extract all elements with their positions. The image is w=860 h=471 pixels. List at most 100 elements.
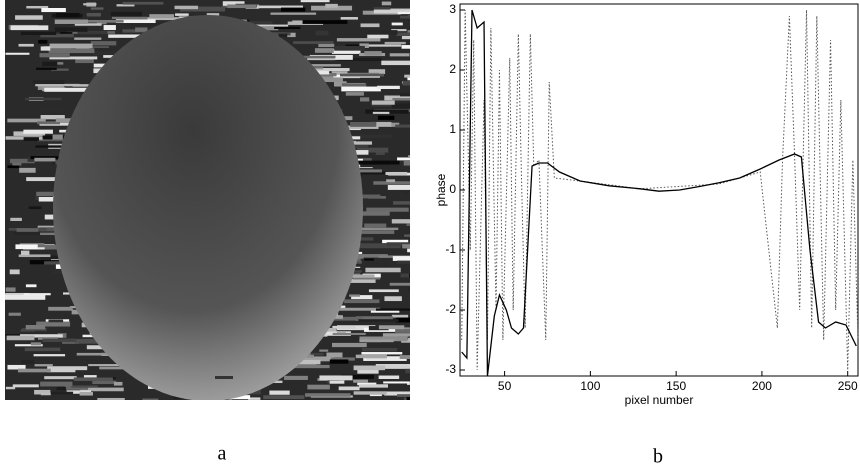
- noise-stripe: [179, 6, 226, 12]
- noise-stripe: [336, 38, 381, 42]
- noise-stripe: [367, 34, 389, 39]
- noise-stripe: [10, 217, 22, 222]
- noise-stripe: [287, 364, 330, 369]
- noise-stripe: [347, 263, 389, 267]
- noise-stripe: [149, 14, 174, 18]
- noise-stripe: [92, 380, 117, 385]
- plot: -3 -2 -1 0 1 2 3 50 100 150 200 250 pixel number phas…: [434, 2, 859, 407]
- noise-stripe: [18, 254, 51, 258]
- noise-stripe: [256, 24, 289, 27]
- noise-stripe: [18, 43, 34, 47]
- data-line: [461, 9, 857, 377]
- noise-stripe: [175, 13, 189, 16]
- noise-stripe: [368, 326, 389, 331]
- noise-stripe: [174, 5, 199, 10]
- noise-stripe: [397, 394, 410, 397]
- noise-stripe: [381, 60, 410, 66]
- y-tick-label: 3: [449, 2, 456, 16]
- noise-stripe: [14, 344, 43, 347]
- noise-stripe: [122, 29, 146, 33]
- noise-stripe: [391, 219, 410, 224]
- noise-stripe: [88, 364, 136, 367]
- noise-stripe: [19, 334, 63, 338]
- x-tick-label: 200: [752, 379, 772, 393]
- noise-stripe: [110, 11, 142, 17]
- noise-stripe: [364, 258, 375, 261]
- noise-stripe: [345, 150, 369, 155]
- noise-stripe: [315, 30, 329, 36]
- noise-stripe: [17, 368, 51, 373]
- noise-stripe: [332, 332, 366, 335]
- noise-stripe: [222, 1, 245, 7]
- noise-stripe: [348, 211, 390, 216]
- noise-stripe: [386, 242, 410, 246]
- panel-label: a: [218, 443, 227, 465]
- noise-stripe: [23, 129, 53, 134]
- noise-stripe: [334, 45, 365, 51]
- noise-stripe: [38, 39, 48, 44]
- data-line: [461, 9, 859, 371]
- noise-stripe: [347, 270, 362, 273]
- y-tick-label: 0: [449, 182, 456, 196]
- noise-stripe: [33, 354, 66, 357]
- noise-stripe: [302, 68, 350, 72]
- noise-stripe: [358, 319, 399, 322]
- noise-stripe: [307, 77, 343, 83]
- noise-stripe: [36, 321, 71, 327]
- y-tick-label: -2: [445, 302, 456, 316]
- noise-stripe: [396, 32, 410, 36]
- noise-stripe: [358, 384, 389, 388]
- artifact: [215, 376, 233, 379]
- noise-stripe: [9, 158, 35, 164]
- y-tick-label: 2: [449, 62, 456, 76]
- x-tick-label: 50: [498, 379, 512, 393]
- noise-stripe: [15, 244, 38, 250]
- noise-stripe: [5, 292, 30, 296]
- noise-stripe: [373, 7, 391, 10]
- noise-stripe: [48, 48, 95, 54]
- noise-stripe: [329, 380, 345, 384]
- noise-stripe: [350, 121, 377, 127]
- noise-stripe: [349, 141, 373, 145]
- noise-stripe: [399, 355, 410, 359]
- noise-stripe: [49, 43, 93, 49]
- noise-stripe: [35, 83, 80, 87]
- noise-stripe: [7, 165, 20, 169]
- noise-stripe: [255, 26, 279, 31]
- noise-stripe: [227, 4, 257, 9]
- noise-stripe: [255, 5, 303, 9]
- noise-stripe: [70, 385, 98, 388]
- noise-stripe: [355, 316, 393, 321]
- noise-stripe: [293, 41, 334, 44]
- noise-stripe: [297, 64, 341, 67]
- noise-stripe: [116, 4, 135, 7]
- noise-stripe: [362, 348, 398, 352]
- noise-stripe: [373, 181, 410, 185]
- noise-stripe: [375, 152, 385, 155]
- noise-stripe: [403, 190, 410, 194]
- noise-stripe: [407, 381, 410, 385]
- noise-stripe: [407, 155, 410, 158]
- noise-stripe: [56, 386, 67, 391]
- noise-stripe: [353, 365, 386, 371]
- noise-stripe: [341, 83, 367, 88]
- noise-stripe: [49, 56, 98, 60]
- noise-stripe: [352, 277, 381, 280]
- noise-stripe: [387, 184, 410, 190]
- noise-stripe: [115, 19, 156, 24]
- noise-stripe: [86, 345, 112, 350]
- noise-stripe: [386, 179, 396, 183]
- noise-stripe: [384, 391, 410, 396]
- noise-stripe: [391, 103, 410, 109]
- y-axis-label: phase: [434, 173, 448, 206]
- noise-stripe: [36, 109, 71, 113]
- noise-stripe: [359, 43, 369, 49]
- panel-label: b: [653, 446, 663, 468]
- noise-stripe: [404, 234, 410, 237]
- noise-stripe: [233, 20, 273, 26]
- noise-stripe: [319, 375, 353, 381]
- noise-stripe: [407, 248, 410, 253]
- noise-stripe: [406, 395, 410, 400]
- noise-stripe: [391, 314, 409, 318]
- noise-stripe: [6, 335, 35, 341]
